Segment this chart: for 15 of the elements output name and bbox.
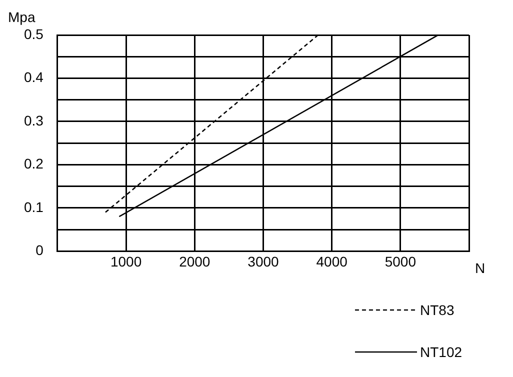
y-tick-label: 0.3 — [24, 112, 44, 128]
x-tick-label: 3000 — [248, 253, 280, 270]
x-axis-title: N — [475, 260, 486, 276]
x-tick-label: 2000 — [179, 253, 210, 270]
x-tick-label: 1000 — [110, 253, 142, 270]
legend-label: NT83 — [420, 302, 454, 318]
x-tick-label: 5000 — [384, 253, 416, 270]
y-tick-label: 0.1 — [24, 198, 44, 215]
y-tick-label: 0.5 — [24, 26, 44, 42]
y-tick-label: 0.4 — [24, 69, 44, 86]
x-tick-label: 4000 — [316, 253, 348, 270]
y-tick-label: 0 — [36, 242, 44, 258]
y-axis-title: Mpa — [8, 9, 36, 25]
y-tick-label: 0.2 — [24, 156, 44, 172]
legend-label: NT102 — [420, 344, 462, 360]
